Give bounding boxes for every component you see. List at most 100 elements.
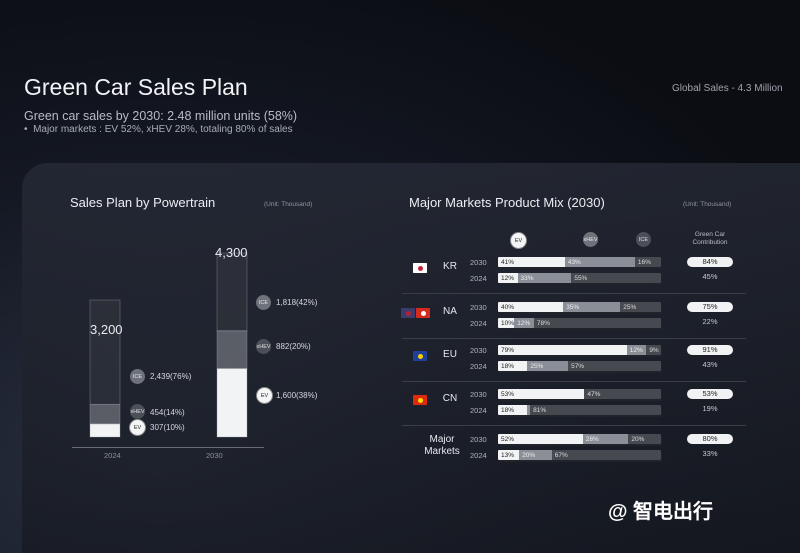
contribution-2024: 19% — [702, 404, 718, 413]
market-label: Major Markets — [424, 434, 460, 457]
mix-bar-na-2030: 40% 35% 25% — [498, 302, 661, 312]
segment-ev: 53% — [498, 389, 585, 399]
segment-ice: 20% — [628, 434, 661, 444]
row-year: 2024 — [470, 451, 487, 460]
mix-bar-na-2024: 10% 12% 78% — [498, 318, 661, 328]
x-tick-2024: 2024 — [104, 451, 121, 460]
contribution-2024: 33% — [702, 449, 718, 458]
segment-ev: 41% — [498, 257, 565, 267]
row-year: 2030 — [470, 346, 487, 355]
mix-bar-major-markets-2024: 13% 20% 67% — [498, 450, 661, 460]
row-year: 2024 — [470, 406, 487, 415]
market-label: KR — [443, 261, 457, 272]
powertrain-chart-title: Sales Plan by Powertrain — [70, 195, 216, 210]
contribution: 84% 45% — [687, 257, 733, 281]
ev-2024-label: 307(10%) — [150, 423, 185, 432]
x-tick-2030: 2030 — [206, 451, 223, 460]
legend-ev: EV — [510, 232, 527, 249]
contribution-2030-pill: 80% — [687, 434, 733, 444]
contribution-2024: 43% — [702, 360, 718, 369]
flag-icon — [413, 263, 427, 273]
segment-hev: 35% — [563, 302, 621, 312]
segment-ev: 52% — [498, 434, 583, 444]
segment-ev: 13% — [498, 450, 520, 460]
segment-ice: 16% — [634, 257, 661, 267]
xhev-icon: xHEV — [130, 404, 145, 419]
legend-xhev: xHEV — [583, 232, 598, 247]
row-separator — [402, 425, 746, 426]
segment-ev: 79% — [498, 345, 627, 355]
segment-hev: 12% — [514, 318, 534, 328]
mix-bar-eu-2024: 18% 25% 57% — [498, 361, 661, 371]
bar-ev-2024 — [89, 423, 121, 438]
contribution: 80% 33% — [687, 434, 733, 458]
mix-bar-eu-2030: 79% 12% 9% — [498, 345, 661, 355]
contribution-2030-pill: 53% — [687, 389, 733, 399]
content-panel — [22, 163, 800, 553]
flag-icon — [416, 308, 430, 318]
contribution-2024: 22% — [702, 317, 718, 326]
row-year: 2030 — [470, 258, 487, 267]
bar-xhev-2024 — [89, 403, 121, 425]
segment-ice: 67% — [551, 450, 661, 460]
segment-hev: 43% — [564, 257, 635, 267]
bar-ice-2024 — [89, 299, 121, 405]
global-sales-label: Global Sales - 4.3 Million — [672, 83, 783, 94]
xhev-icon: xHEV — [256, 339, 271, 354]
ice-icon: ICE — [256, 295, 271, 310]
mix-bar-cn-2030: 53% 47% — [498, 389, 661, 399]
row-year: 2024 — [470, 274, 487, 283]
xhev-2030-label: 882(20%) — [276, 342, 311, 351]
bullet-text: • Major markets : EV 52%, xHEV 28%, tota… — [24, 124, 293, 135]
segment-ev: 10% — [498, 318, 515, 328]
bullet-content: Major markets : EV 52%, xHEV 28%, totali… — [33, 124, 293, 135]
segment-hev: 20% — [519, 450, 552, 460]
segment-ice: 25% — [620, 302, 661, 312]
market-label: EU — [443, 349, 457, 360]
contribution-header: Green Car Contribution — [692, 231, 728, 246]
bar-ice-2030 — [216, 252, 248, 332]
market-mix-unit: (Unit: Thousand) — [683, 201, 732, 208]
flag-icon — [401, 308, 415, 318]
contribution-2030-pill: 84% — [687, 257, 733, 267]
ice-2030-label: 1,818(42%) — [276, 298, 318, 307]
mix-bar-cn-2024: 18%1%81% — [498, 405, 661, 415]
watermark: @ 智电出行 — [608, 501, 714, 523]
flag-icon — [413, 351, 427, 361]
segment-hev: 12% — [626, 345, 647, 355]
bar-xhev-2030 — [216, 330, 248, 370]
contribution-2024: 45% — [702, 272, 718, 281]
segment-ice: 81% — [530, 405, 661, 415]
segment-ev: 18% — [498, 405, 528, 415]
ice-icon: ICE — [130, 369, 145, 384]
market-label: CN — [442, 393, 458, 404]
mix-bar-major-markets-2030: 52% 28% 20% — [498, 434, 661, 444]
total-2024: 3,200 — [90, 322, 123, 337]
segment-ice: 57% — [568, 361, 661, 371]
mix-bar-kr-2024: 12% 33% 55% — [498, 273, 661, 283]
contribution: 53% 19% — [687, 389, 733, 413]
market-mix-title: Major Markets Product Mix (2030) — [409, 195, 605, 210]
powertrain-unit: (Unit: Thousand) — [264, 201, 313, 208]
contribution-2030-pill: 91% — [687, 345, 733, 355]
contribution: 75% 22% — [687, 302, 733, 326]
ev-2030-label: 1,600(38%) — [276, 391, 318, 400]
row-year: 2030 — [470, 390, 487, 399]
row-year: 2030 — [470, 435, 487, 444]
ev-icon: EV — [256, 387, 273, 404]
segment-hev: 1% — [527, 405, 531, 415]
contribution-2030-pill: 75% — [687, 302, 733, 312]
total-2030: 4,300 — [215, 245, 248, 260]
segment-ev: 18% — [498, 361, 528, 371]
segment-ev: 12% — [498, 273, 518, 283]
contribution: 91% 43% — [687, 345, 733, 369]
row-year: 2024 — [470, 319, 487, 328]
row-separator — [402, 381, 746, 382]
flag-icon — [413, 395, 427, 405]
row-separator — [402, 338, 746, 339]
x-axis-line — [72, 447, 264, 448]
row-year: 2030 — [470, 303, 487, 312]
row-separator — [402, 293, 746, 294]
segment-ice: 55% — [571, 273, 661, 283]
